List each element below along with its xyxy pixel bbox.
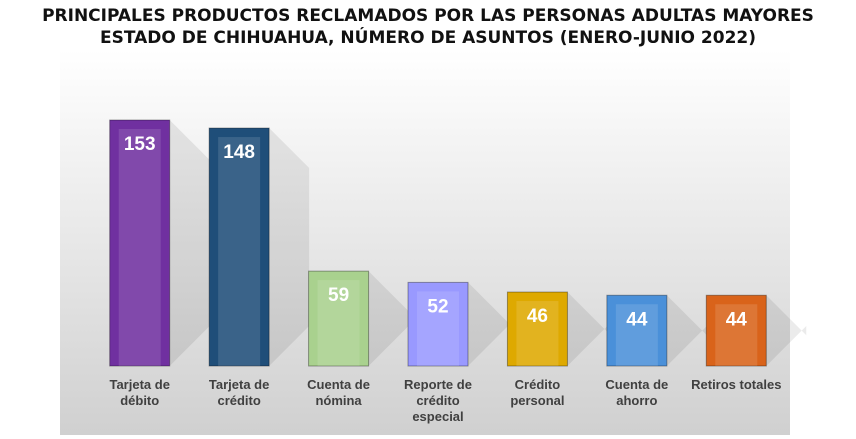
data-label: 153 <box>124 134 156 155</box>
bar <box>705 294 767 367</box>
bar-shadow <box>368 271 409 366</box>
data-label: 148 <box>223 142 255 163</box>
bar-bevel <box>615 304 658 366</box>
bar <box>407 281 469 367</box>
bar-bevel <box>218 137 261 366</box>
bar-shadow <box>567 292 608 366</box>
x-tick-label: Cuenta de nómina <box>307 377 370 408</box>
x-tick-label: Tarjeta de débito <box>109 377 170 408</box>
x-tick-label: Tarjeta de crédito <box>208 377 270 408</box>
data-label: 44 <box>726 309 748 330</box>
bar <box>308 270 370 367</box>
bar-shadow <box>169 120 210 366</box>
x-tick-label: Cuenta de ahorro <box>605 377 669 408</box>
plot-area <box>60 50 790 435</box>
bar-bevel <box>317 280 360 366</box>
bar-bevel <box>417 291 459 366</box>
chart-subtitle: ESTADO DE CHIHUAHUA, NÚMERO DE ASUNTOS (… <box>99 28 757 48</box>
bar-shadow <box>468 282 508 366</box>
x-tick-label: Crédito personal <box>510 377 565 408</box>
data-label: 52 <box>427 296 448 317</box>
x-tick-label: Retiros totales <box>691 377 782 392</box>
x-tick-label: Reporte de crédito especial <box>404 377 472 424</box>
bar <box>208 127 270 367</box>
bar-bevel <box>516 301 559 366</box>
data-label: 44 <box>626 309 648 330</box>
data-label: 59 <box>328 285 349 306</box>
bar <box>606 294 668 367</box>
bar <box>506 291 568 367</box>
bar-shadow <box>766 295 807 366</box>
bar-bevel <box>715 304 758 366</box>
chart-title: PRINCIPALES PRODUCTOS RECLAMADOS POR LAS… <box>42 6 814 26</box>
bar-bevel <box>118 129 161 366</box>
data-label: 46 <box>527 306 548 327</box>
bar-shadow <box>269 128 310 366</box>
bar-shadow <box>666 295 707 366</box>
bar <box>109 119 171 367</box>
